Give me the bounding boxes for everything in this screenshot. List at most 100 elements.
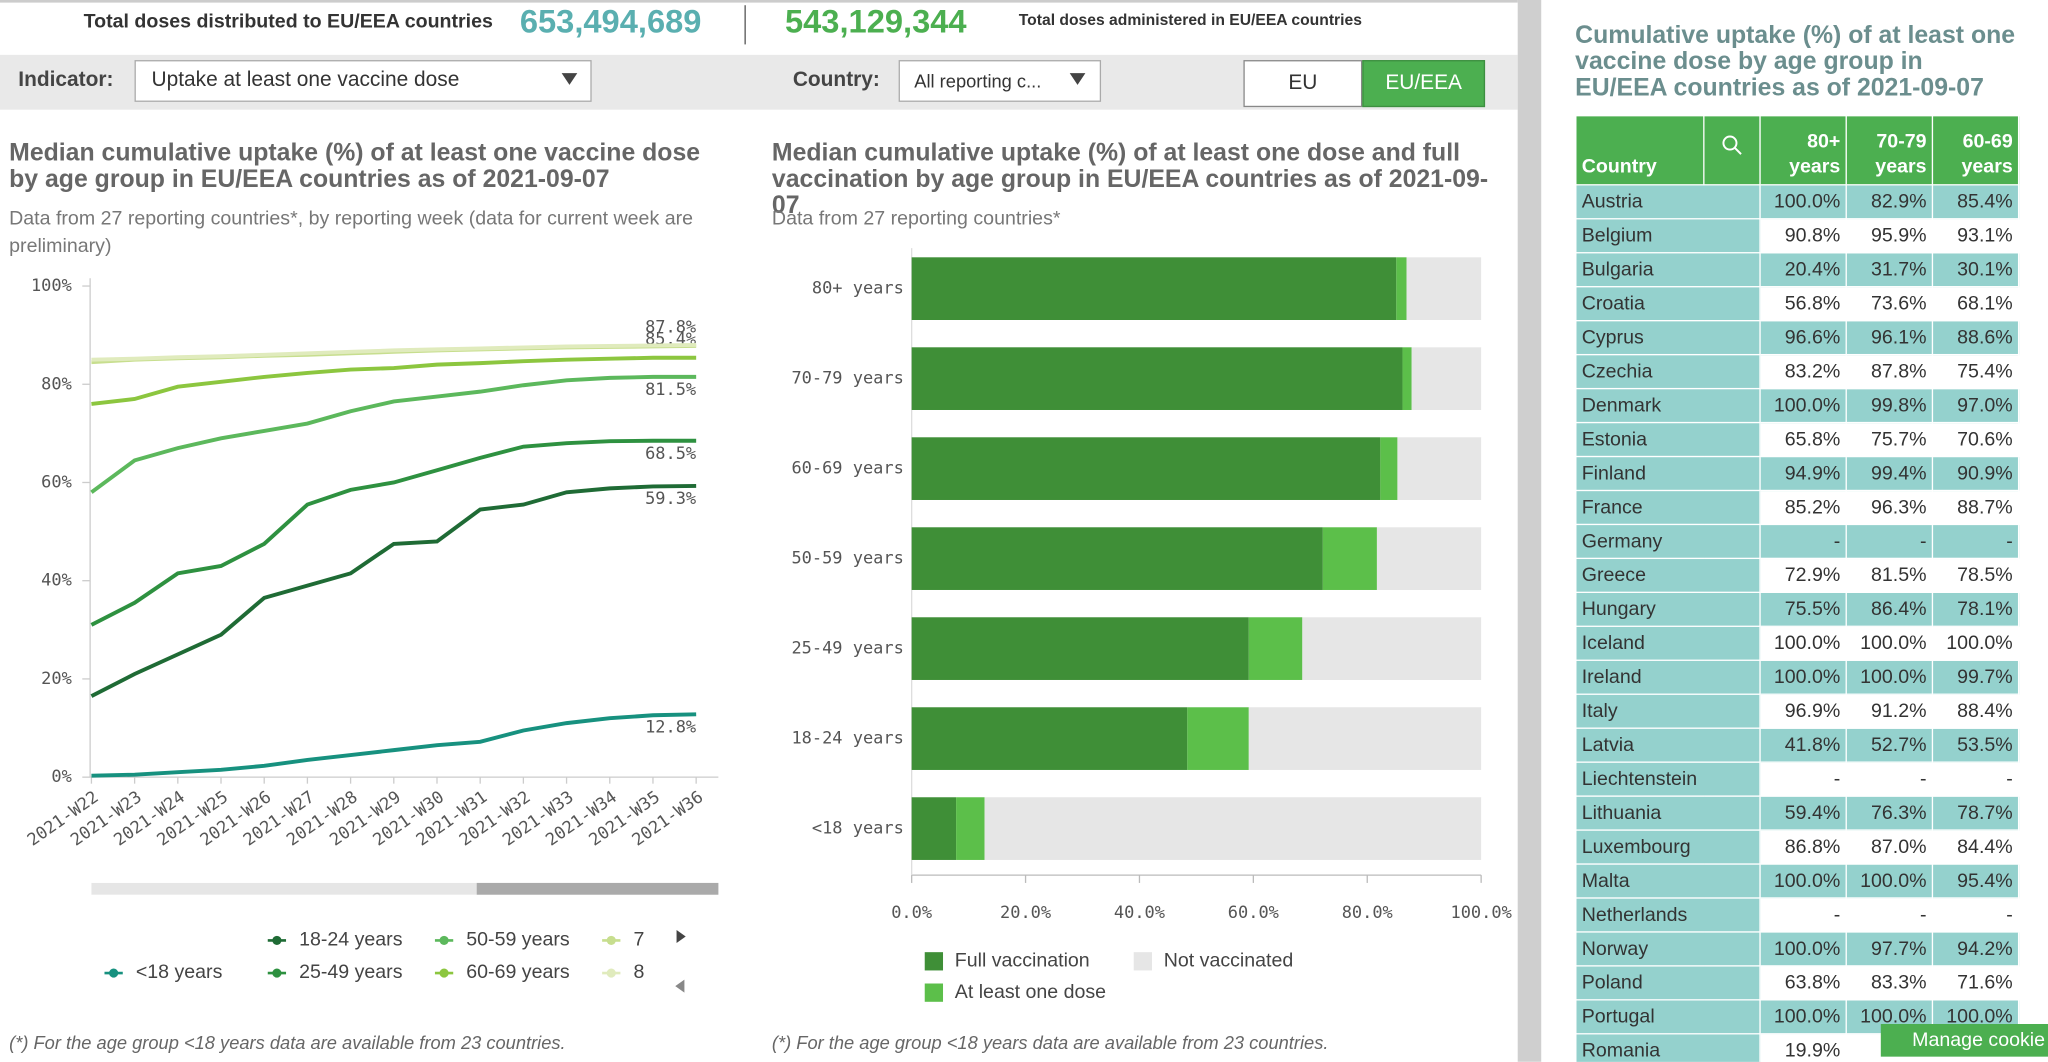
value-cell: 63.8% <box>1759 965 1847 1001</box>
y-tick-label: 25-49 years <box>791 639 903 659</box>
series-line <box>90 374 697 494</box>
table-row: Malta 100.0% 100.0% 95.4% <box>1575 863 2020 899</box>
kpi-label: Total doses distributed to EU/EEA countr… <box>83 10 493 33</box>
value-label: 12.8% <box>645 717 696 737</box>
toggle-eu[interactable]: EU <box>1243 60 1363 108</box>
value-cell: 41.8% <box>1759 727 1847 763</box>
value-cell: - <box>1845 897 1934 933</box>
legend-label: 8 <box>633 961 644 983</box>
legend-marker <box>439 968 449 978</box>
legend-marker <box>606 968 616 978</box>
bar-segment <box>1248 707 1482 770</box>
column-header: Country <box>1575 114 1705 186</box>
value-cell: 78.1% <box>1931 591 2020 627</box>
legend-marker <box>439 935 449 945</box>
scrollbar-thumb[interactable] <box>476 882 719 895</box>
value-label: 68.5% <box>645 444 696 464</box>
bar-segment <box>956 797 985 860</box>
legend-marker <box>606 935 616 945</box>
value-cell: 99.4% <box>1845 455 1934 492</box>
legend-prev[interactable] <box>675 979 685 993</box>
value-label: 81.5% <box>645 380 696 400</box>
value-cell: 100.0% <box>1759 387 1847 424</box>
value-cell: 93.1% <box>1931 218 2020 254</box>
value-cell: 96.1% <box>1845 319 1934 356</box>
search-icon[interactable] <box>1703 114 1761 186</box>
country-cell: Austria <box>1575 184 1761 220</box>
table-row: Liechtenstein - - - <box>1575 761 2020 797</box>
kpi-bar <box>0 0 1518 55</box>
table-row: Ireland 100.0% 100.0% 99.7% <box>1575 659 2020 695</box>
legend-swatch <box>1133 952 1152 971</box>
value-cell: 94.9% <box>1759 455 1847 492</box>
table-row: Germany - - - <box>1575 523 2020 560</box>
value-cell: 95.4% <box>1931 863 2020 899</box>
dropdown-arrow <box>1069 73 1086 85</box>
value-cell: 59.4% <box>1759 795 1847 831</box>
value-cell: 100.0% <box>1759 625 1847 661</box>
value-cell: 96.9% <box>1759 693 1847 729</box>
country-cell: Belgium <box>1575 218 1761 254</box>
country-cell: Netherlands <box>1575 897 1761 933</box>
indicator-dropdown[interactable] <box>134 60 592 102</box>
divider <box>744 5 746 45</box>
y-tick-label: 80% <box>41 374 72 394</box>
value-cell: 83.2% <box>1759 353 1847 390</box>
value-cell: 95.9% <box>1845 218 1934 254</box>
table-row: Luxembourg 86.8% 87.0% 84.4% <box>1575 829 2020 865</box>
value-cell: 56.8% <box>1759 286 1847 322</box>
legend-swatch <box>924 983 944 1002</box>
series-line <box>91 343 697 362</box>
legend-marker <box>272 968 282 978</box>
table-row: Bulgaria 20.4% 31.7% 30.1% <box>1575 252 2020 288</box>
chart-subtitle: Data from 27 reporting countries*, by re… <box>9 207 694 258</box>
value-cell: 20.4% <box>1759 252 1847 288</box>
bar-segment <box>911 527 1323 590</box>
table-row: Poland 63.8% 83.3% 71.6% <box>1575 965 2020 1001</box>
table-row: Cyprus 96.6% 96.1% 88.6% <box>1575 319 2020 356</box>
country-cell: Lithuania <box>1575 795 1761 831</box>
table-row: Italy 96.9% 91.2% 88.4% <box>1575 693 2020 729</box>
value-label: 87.8% <box>645 318 696 338</box>
value-cell: 87.8% <box>1845 353 1934 390</box>
scrollbar-track <box>91 882 719 895</box>
table-row: Denmark 100.0% 99.8% 97.0% <box>1575 387 2020 424</box>
value-cell: 88.7% <box>1931 489 2020 526</box>
scrollbar[interactable] <box>1517 0 1542 1062</box>
table-row: Lithuania 59.4% 76.3% 78.7% <box>1575 795 2020 831</box>
value-cell: 90.9% <box>1931 455 2020 492</box>
bar-segment <box>911 707 1188 770</box>
value-cell: 87.0% <box>1845 829 1934 865</box>
bar-segment <box>1187 707 1249 770</box>
table-row: Greece 72.9% 81.5% 78.5% <box>1575 557 2020 593</box>
toggle-eueea[interactable]: EU/EEA <box>1362 60 1486 108</box>
legend-next[interactable] <box>676 929 686 944</box>
value-cell: 76.3% <box>1845 795 1934 831</box>
x-tick-label: 0.0% <box>891 903 932 923</box>
column-header: 60-69 years <box>1931 114 2020 186</box>
cookie-button[interactable]: Manage cookie <box>1880 1023 2048 1057</box>
value-cell: - <box>1759 897 1847 933</box>
value-cell: 85.4% <box>1931 184 2020 220</box>
country-cell: Liechtenstein <box>1575 761 1761 797</box>
country-dropdown[interactable] <box>898 60 1102 102</box>
value-cell: 96.6% <box>1759 319 1847 356</box>
legend-swatch <box>924 952 944 971</box>
value-cell: - <box>1759 761 1847 797</box>
value-cell: 78.7% <box>1931 795 2020 831</box>
glyph <box>1733 146 1742 155</box>
y-tick-label: 18-24 years <box>791 729 903 749</box>
bar-segment <box>1396 257 1407 320</box>
bar-segment <box>1402 347 1412 410</box>
table-row: Iceland 100.0% 100.0% 100.0% <box>1575 625 2020 661</box>
bar-segment <box>911 257 1397 320</box>
value-cell: - <box>1931 523 2020 560</box>
value-cell: - <box>1931 897 2020 933</box>
legend-label: Not vaccinated <box>1164 949 1294 971</box>
value-cell: 100.0% <box>1759 659 1847 695</box>
table-row: Netherlands - - - <box>1575 897 2020 933</box>
value-cell: 100.0% <box>1759 999 1847 1035</box>
y-tick-label: 100% <box>31 276 72 296</box>
bar-segment <box>911 437 1381 500</box>
bar-segment <box>984 797 1482 860</box>
